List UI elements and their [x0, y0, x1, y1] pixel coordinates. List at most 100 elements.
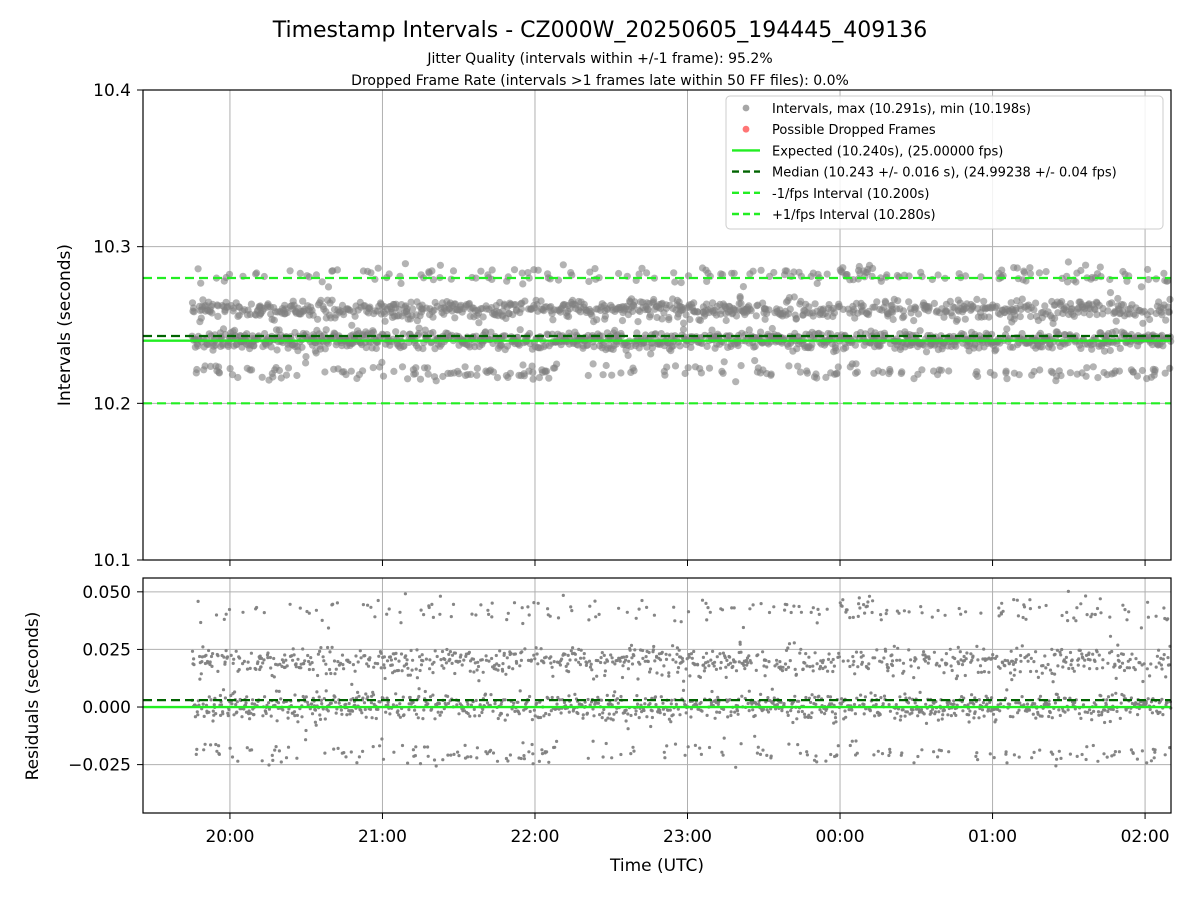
residual-point: [555, 739, 559, 744]
residual-point: [396, 709, 400, 713]
residual-point: [535, 652, 539, 656]
interval-point: [1097, 273, 1105, 281]
interval-point: [1166, 364, 1174, 372]
interval-point: [228, 371, 237, 379]
residual-point: [377, 654, 381, 658]
interval-point: [321, 345, 329, 353]
residual-point: [369, 605, 373, 609]
residual-point: [363, 707, 367, 712]
interval-point: [671, 362, 680, 370]
interval-point: [737, 299, 745, 307]
residual-point: [766, 696, 770, 700]
residual-point: [240, 715, 244, 719]
residual-point: [521, 741, 525, 745]
residual-point: [275, 719, 279, 723]
interval-point: [601, 312, 610, 320]
residual-point: [866, 600, 870, 604]
residual-point: [892, 644, 896, 648]
residual-point: [442, 666, 446, 670]
residual-point: [1158, 710, 1162, 714]
residual-point: [1111, 707, 1115, 712]
residual-point: [328, 667, 332, 672]
residual-point: [436, 710, 440, 714]
residual-point: [902, 609, 907, 613]
interval-point: [808, 341, 816, 349]
residual-point: [438, 612, 442, 616]
residual-point: [884, 612, 888, 616]
residual-point: [344, 702, 348, 706]
residual-point: [411, 748, 415, 752]
residual-point: [536, 601, 540, 605]
residual-point: [533, 657, 537, 661]
interval-point: [1003, 375, 1011, 383]
interval-point: [1013, 297, 1021, 305]
residual-point: [747, 709, 751, 713]
residual-point: [420, 653, 424, 657]
interval-point: [190, 308, 198, 316]
interval-point: [543, 367, 551, 375]
interval-point: [914, 310, 923, 318]
residual-point: [1043, 654, 1047, 658]
interval-point: [493, 374, 502, 382]
residual-point: [445, 647, 449, 652]
residual-point: [1128, 710, 1132, 714]
residual-point: [413, 754, 417, 758]
residual-point: [342, 751, 346, 755]
residual-point: [728, 698, 732, 702]
residual-point: [231, 661, 235, 666]
residual-point: [678, 713, 682, 717]
interval-point: [1026, 264, 1034, 272]
interval-point: [580, 300, 588, 308]
residual-point: [610, 656, 614, 660]
interval-point: [822, 373, 830, 381]
residual-point: [788, 659, 792, 663]
residual-point: [641, 648, 645, 653]
residual-point: [758, 752, 763, 757]
residual-point: [368, 656, 372, 660]
residual-point: [548, 614, 552, 618]
residual-point: [528, 694, 532, 699]
residual-point: [357, 755, 361, 759]
residual-point: [588, 703, 592, 707]
residual-point: [568, 658, 572, 662]
residual-point: [675, 652, 679, 656]
residual-point: [260, 759, 264, 763]
residual-point: [249, 711, 253, 715]
residual-point: [531, 762, 535, 766]
residual-point: [305, 700, 309, 704]
residual-point: [1108, 615, 1112, 619]
interval-point: [1007, 299, 1015, 307]
residual-point: [753, 734, 757, 738]
interval-point: [751, 357, 759, 365]
residual-point: [1122, 694, 1126, 698]
interval-point: [403, 305, 411, 313]
residual-point: [414, 667, 418, 671]
residual-point: [235, 710, 239, 714]
residual-point: [906, 701, 911, 705]
interval-point: [479, 313, 487, 321]
residual-point: [441, 758, 445, 762]
interval-point: [824, 312, 832, 320]
interval-point: [401, 260, 409, 268]
residual-point: [339, 708, 343, 712]
residual-point: [210, 664, 214, 669]
residual-point: [1134, 657, 1138, 661]
interval-point: [925, 304, 933, 312]
intervals-y-ticks: 10.110.210.310.4: [93, 81, 143, 571]
residual-point: [320, 702, 324, 706]
residual-point: [825, 607, 829, 611]
residual-point: [198, 677, 202, 681]
residual-point: [962, 696, 966, 700]
residual-point: [481, 670, 485, 674]
residual-point: [485, 752, 489, 756]
residual-point: [463, 743, 467, 748]
residual-point: [988, 752, 992, 756]
residual-point: [619, 752, 623, 757]
residual-point: [489, 748, 493, 753]
residual-point: [991, 712, 996, 716]
residual-point: [846, 659, 850, 663]
interval-point: [663, 363, 671, 371]
residual-point: [496, 668, 500, 672]
residual-point: [428, 667, 432, 671]
interval-point: [1138, 366, 1146, 375]
